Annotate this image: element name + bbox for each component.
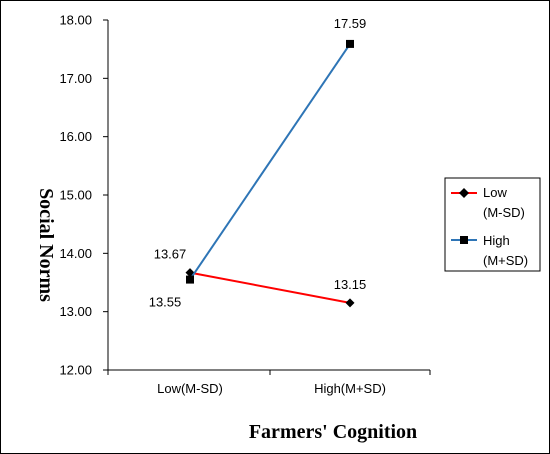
x-tick-label: Low(M-SD) [157,381,223,396]
data-label: 17.59 [334,16,367,31]
legend-high-label-2: (M+SD) [483,253,528,268]
data-label: 13.55 [149,295,182,310]
point-marker-square [186,275,194,284]
y-tick-label: 16.00 [59,129,92,144]
y-tick-label: 17.00 [59,71,92,86]
y-tick-label: 12.00 [59,363,92,378]
legend: Low (M-SD) High (M+SD) [444,177,541,272]
y-axis-title: Social Norms [35,188,57,302]
x-axis-title: Farmers' Cognition [249,421,417,443]
y-tick-label: 18.00 [59,13,92,28]
y-tick-label: 13.00 [59,304,92,319]
series-layer: 13.67 13.15 13.55 17.59 [149,16,367,310]
y-axis-ticks: 12.00 13.00 14.00 15.00 16.00 17.00 18.00 [59,13,108,378]
point-marker-square [346,39,354,48]
series-line-low [189,271,351,304]
legend-low-diamond-marker [459,188,469,198]
legend-high-square-marker [460,236,468,244]
data-label: 13.15 [334,277,367,292]
x-tick-label: High(M+SD) [314,381,386,396]
data-label: 13.67 [154,247,187,262]
x-axis-ticks: Low(M-SD) High(M+SD) [107,370,431,396]
legend-low-label-2: (M-SD) [483,205,525,220]
legend-low-label-1: Low [483,185,507,200]
legend-high-label-1: High [483,233,510,248]
series-line-high [189,43,351,281]
y-tick-label: 14.00 [59,246,92,261]
point-marker-diamond [345,298,355,308]
y-tick-label: 15.00 [59,188,92,203]
